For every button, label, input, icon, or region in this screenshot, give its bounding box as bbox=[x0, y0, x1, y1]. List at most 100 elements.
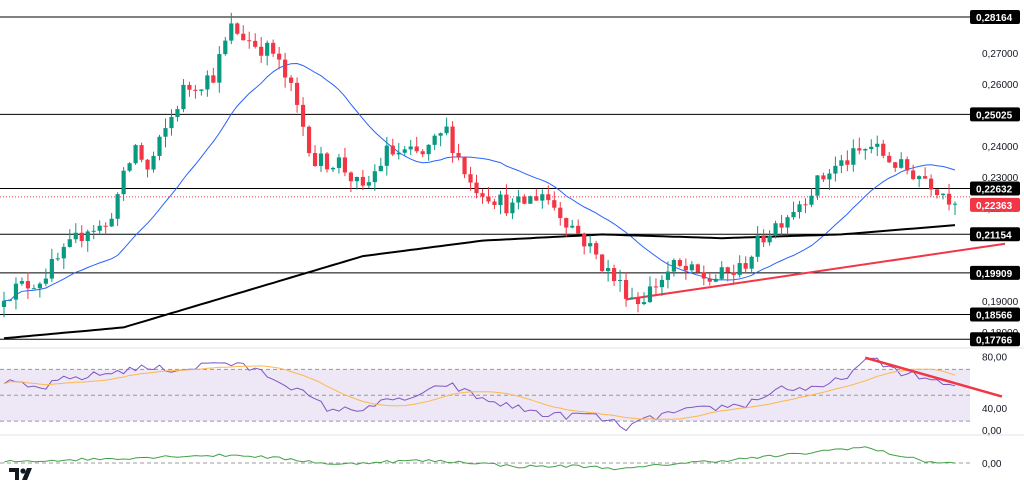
level-label: 0,18566 bbox=[976, 311, 1013, 322]
candle bbox=[809, 195, 814, 205]
price-tick-label: 0,24000 bbox=[982, 142, 1019, 153]
candle bbox=[312, 153, 318, 167]
candle bbox=[348, 172, 354, 182]
candle bbox=[390, 145, 395, 155]
candle bbox=[821, 175, 826, 180]
trendlines bbox=[625, 242, 1006, 301]
candle bbox=[833, 165, 838, 174]
candle bbox=[797, 204, 802, 213]
candle bbox=[498, 194, 503, 205]
candle bbox=[259, 46, 264, 56]
candle bbox=[300, 104, 306, 127]
candle bbox=[73, 232, 78, 240]
candle bbox=[641, 302, 647, 305]
candle bbox=[103, 225, 108, 227]
candle bbox=[462, 156, 467, 175]
level-badge bbox=[970, 181, 1020, 196]
candle bbox=[31, 288, 36, 290]
candle bbox=[659, 279, 665, 288]
candle bbox=[905, 159, 910, 171]
level-badge bbox=[970, 227, 1020, 242]
candle bbox=[791, 212, 796, 218]
price-tick-label: 0,26000 bbox=[982, 80, 1019, 91]
rsi-line bbox=[3, 357, 956, 432]
level-label: 0,25025 bbox=[976, 110, 1013, 121]
candle bbox=[540, 194, 545, 201]
candle bbox=[414, 146, 419, 152]
rsi-tick-label: 80,00 bbox=[982, 352, 1007, 363]
candle bbox=[749, 256, 754, 269]
candle bbox=[731, 272, 736, 275]
candle bbox=[594, 243, 599, 255]
candle bbox=[516, 196, 521, 203]
candle bbox=[881, 143, 886, 156]
candle bbox=[504, 194, 509, 214]
candle bbox=[845, 160, 850, 165]
candle bbox=[109, 218, 114, 227]
horizontal-levels bbox=[0, 16, 970, 340]
candle bbox=[713, 278, 718, 282]
candle bbox=[665, 271, 671, 280]
rsi-pane bbox=[0, 356, 1003, 432]
candle bbox=[7, 299, 13, 301]
candle bbox=[294, 82, 300, 105]
candle bbox=[683, 265, 688, 271]
candle bbox=[223, 40, 228, 55]
candle bbox=[522, 196, 527, 204]
last-price-badge bbox=[970, 197, 1020, 212]
candle bbox=[851, 148, 856, 165]
candle bbox=[857, 148, 862, 151]
pane-backgrounds bbox=[0, 347, 1024, 436]
oscillator-tick-label: 0,00 bbox=[982, 426, 1002, 437]
oscillator-pane bbox=[0, 446, 970, 471]
candle bbox=[695, 264, 700, 273]
candle bbox=[839, 160, 844, 166]
candle bbox=[647, 286, 653, 303]
candle bbox=[600, 254, 605, 271]
candle bbox=[49, 258, 54, 279]
candle bbox=[235, 23, 240, 34]
candle bbox=[247, 40, 252, 42]
candle bbox=[19, 281, 25, 284]
candle bbox=[253, 40, 258, 47]
candle bbox=[773, 223, 778, 236]
candle bbox=[893, 162, 898, 168]
candle bbox=[767, 235, 772, 243]
moving-average-slow bbox=[3, 224, 956, 340]
candle bbox=[617, 279, 623, 282]
candle bbox=[803, 204, 808, 206]
candle bbox=[923, 176, 928, 179]
candle bbox=[163, 128, 168, 137]
rsi-trendline bbox=[864, 356, 1003, 398]
level-badge bbox=[970, 332, 1020, 347]
candle bbox=[133, 145, 138, 164]
candle bbox=[193, 89, 198, 91]
candle bbox=[289, 77, 294, 83]
candle bbox=[408, 146, 413, 150]
candle bbox=[61, 246, 66, 259]
candle bbox=[115, 194, 120, 219]
level-badge bbox=[970, 10, 1020, 25]
candle bbox=[67, 239, 72, 247]
candle bbox=[737, 263, 742, 275]
candle bbox=[785, 217, 790, 228]
candle bbox=[863, 149, 868, 151]
candle bbox=[707, 278, 712, 282]
level-label: 0,21154 bbox=[976, 230, 1012, 241]
candle bbox=[558, 207, 563, 219]
candle bbox=[37, 283, 42, 289]
candle bbox=[480, 193, 485, 197]
candle bbox=[611, 268, 617, 282]
candle bbox=[570, 225, 575, 228]
candle bbox=[139, 145, 144, 160]
candle bbox=[151, 155, 156, 170]
level-label: 0,19909 bbox=[976, 269, 1013, 280]
oscillator-tick-label: 0,00 bbox=[982, 459, 1002, 470]
candle bbox=[899, 159, 904, 168]
candle bbox=[653, 286, 659, 288]
candle bbox=[952, 203, 958, 205]
candle bbox=[929, 178, 934, 190]
candle bbox=[576, 225, 581, 234]
candle bbox=[725, 267, 730, 273]
candle bbox=[1, 300, 7, 308]
